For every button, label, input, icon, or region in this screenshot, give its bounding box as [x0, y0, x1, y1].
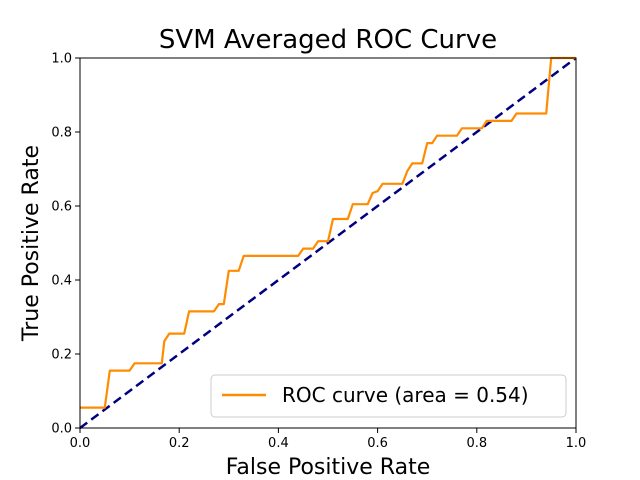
- chance-diagonal-line: [79, 56, 577, 430]
- x-tick-label: 1.0: [566, 436, 587, 451]
- plot-area: [79, 56, 577, 430]
- y-axis-label: True Positive Rate: [19, 145, 44, 342]
- x-tick-label: 0.8: [466, 436, 487, 451]
- plot-frame: [79, 57, 577, 429]
- roc-curve-line: [80, 56, 576, 409]
- x-tick-label: 0.0: [70, 436, 91, 451]
- x-tick-label: 0.4: [268, 436, 289, 451]
- y-tick-label: 0.8: [51, 126, 72, 141]
- legend-box: [210, 374, 567, 418]
- y-tick-label: 1.0: [51, 52, 72, 67]
- x-axis-ticks: 0.0 0.2 0.4 0.6 0.8 1.0: [70, 428, 587, 451]
- legend-label: ROC curve (area = 0.54): [282, 383, 529, 407]
- y-axis-ticks: 0.0 0.2 0.4 0.6 0.8 1.0: [51, 52, 80, 437]
- y-tick-label: 0.0: [51, 422, 72, 437]
- x-axis-label: False Positive Rate: [226, 455, 430, 480]
- y-tick-label: 0.2: [51, 348, 72, 363]
- x-tick-label: 0.6: [367, 436, 388, 451]
- y-tick-label: 0.6: [51, 200, 72, 215]
- legend: ROC curve (area = 0.54): [210, 374, 567, 418]
- chart-title: SVM Averaged ROC Curve: [159, 25, 497, 55]
- x-tick-label: 0.2: [169, 436, 190, 451]
- y-tick-label: 0.4: [51, 274, 72, 289]
